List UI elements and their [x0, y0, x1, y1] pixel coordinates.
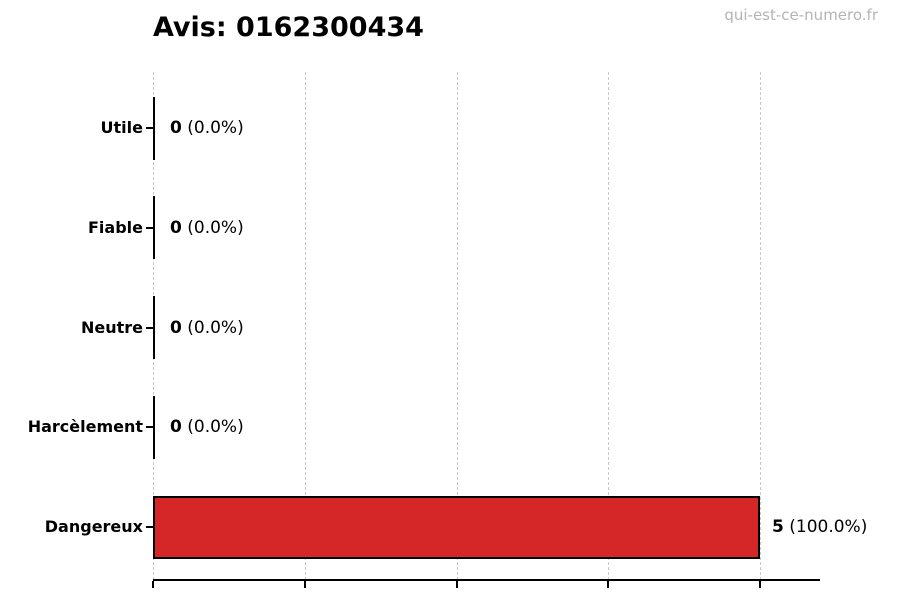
value-label: 0 (0.0%) — [170, 117, 244, 139]
value-number: 5 — [772, 517, 784, 537]
value-number: 0 — [170, 217, 182, 238]
bar — [153, 395, 155, 459]
value-number: 0 — [170, 417, 182, 438]
watermark-text: qui-est-ce-numero.fr — [724, 6, 878, 24]
value-percent: (0.0%) — [181, 317, 244, 338]
x-axis-tick — [152, 581, 154, 588]
x-axis-tick — [759, 581, 761, 588]
y-axis-tick — [146, 526, 153, 528]
value-label: 0 (0.0%) — [170, 416, 244, 438]
category-label: Harcèlement — [27, 417, 143, 437]
bar — [153, 296, 155, 359]
x-axis-tick — [607, 581, 610, 588]
y-axis-tick — [146, 326, 153, 329]
gridline — [608, 72, 610, 580]
value-label: 5 (100.0%) — [772, 516, 867, 538]
y-axis-tick — [146, 226, 153, 229]
x-axis-line — [153, 579, 820, 581]
category-label: Utile — [100, 118, 143, 137]
category-label: Dangereux — [44, 517, 143, 536]
gridline — [304, 72, 306, 580]
y-axis-tick — [146, 426, 153, 429]
value-percent: (100.0%) — [783, 517, 868, 537]
value-percent: (0.0%) — [181, 217, 244, 238]
value-number: 0 — [170, 317, 182, 338]
value-percent: (0.0%) — [181, 417, 244, 438]
bar — [153, 196, 155, 260]
value-label: 0 (0.0%) — [170, 317, 244, 339]
gridline — [456, 72, 458, 580]
category-label: Neutre — [80, 317, 143, 337]
gridline — [760, 72, 761, 580]
y-axis-tick — [146, 127, 153, 129]
x-axis-tick — [303, 581, 306, 588]
bar — [153, 495, 760, 559]
x-axis-tick — [455, 581, 458, 588]
category-label: Fiable — [88, 217, 143, 237]
chart-title: Avis: 0162300434 — [153, 12, 424, 43]
value-label: 0 (0.0%) — [170, 217, 244, 239]
value-percent: (0.0%) — [181, 118, 244, 138]
value-number: 0 — [170, 118, 182, 138]
bar — [153, 96, 155, 160]
